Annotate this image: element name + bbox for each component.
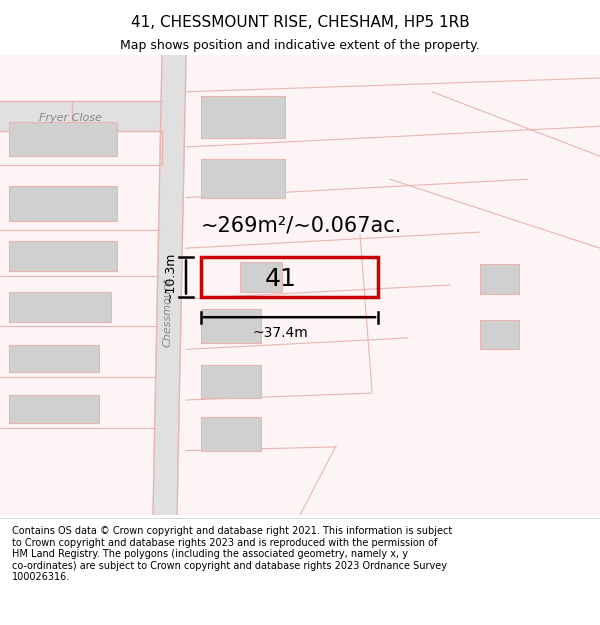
Text: ~269m²/~0.067ac.: ~269m²/~0.067ac. [201, 215, 403, 235]
Bar [480, 319, 519, 349]
Text: Chessmount: Chessmount [163, 278, 173, 347]
Bar [201, 159, 285, 198]
Polygon shape [0, 101, 162, 131]
Text: 41, CHESSMOUNT RISE, CHESHAM, HP5 1RB: 41, CHESSMOUNT RISE, CHESHAM, HP5 1RB [131, 16, 469, 31]
Text: ~10.3m: ~10.3m [164, 252, 177, 302]
Bar [201, 96, 285, 138]
Polygon shape [153, 55, 186, 515]
Text: Contains OS data © Crown copyright and database right 2021. This information is : Contains OS data © Crown copyright and d… [12, 526, 452, 582]
Bar [9, 396, 99, 423]
Bar [201, 418, 261, 451]
Text: ~37.4m: ~37.4m [253, 326, 308, 341]
Bar [9, 122, 117, 156]
Bar [9, 186, 117, 221]
Bar [9, 241, 117, 271]
Text: Map shows position and indicative extent of the property.: Map shows position and indicative extent… [120, 39, 480, 51]
Text: Fryer Close: Fryer Close [39, 114, 102, 124]
Bar [201, 258, 378, 296]
Bar [480, 264, 519, 294]
Bar [9, 345, 99, 372]
Bar [201, 364, 261, 398]
Bar [9, 292, 111, 322]
Text: 41: 41 [265, 267, 296, 291]
Bar [201, 309, 261, 342]
Bar [240, 262, 282, 292]
